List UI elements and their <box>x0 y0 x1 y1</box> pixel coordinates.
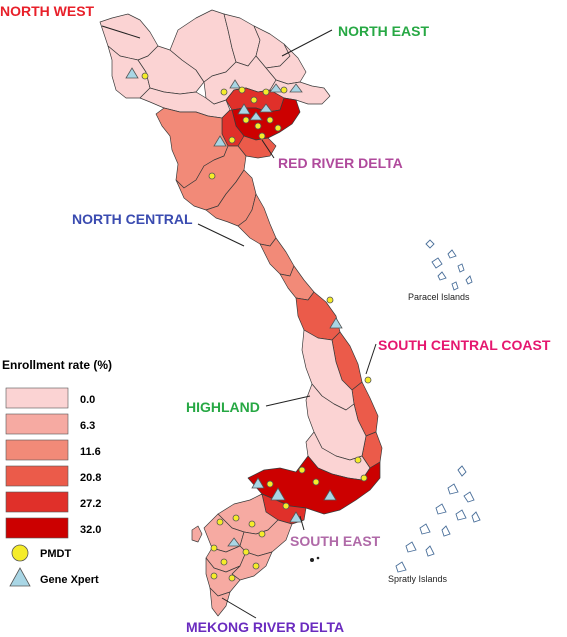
region-label-red-river-delta: RED RIVER DELTA <box>278 155 403 171</box>
legend-title: Enrollment rate (%) <box>2 358 112 372</box>
yellow-circle-icon <box>11 544 29 562</box>
region-label-south-central-coast: SOUTH CENTRAL COAST <box>378 337 551 353</box>
legend-label-5: 32.0 <box>80 524 101 536</box>
province-mekong-7 <box>209 587 231 617</box>
legend: Enrollment rate (%) 0.0 6.3 11.6 20.8 27… <box>2 358 112 587</box>
legend-swatch-3 <box>5 465 69 487</box>
legend-label-genexpert: Gene Xpert <box>40 574 99 586</box>
blue-triangle-icon <box>9 567 31 587</box>
legend-label-1: 6.3 <box>80 420 95 432</box>
leader-lines <box>101 25 377 619</box>
spratly-islands-outlines <box>395 465 481 573</box>
legend-label-2: 11.6 <box>80 446 101 458</box>
legend-label-3: 20.8 <box>80 472 101 484</box>
pmdt-markers <box>141 72 372 582</box>
province-mekong-6 <box>205 557 241 597</box>
legend-swatch-4 <box>5 491 69 513</box>
region-label-highland: HIGHLAND <box>186 399 260 415</box>
legend-swatch-1 <box>5 413 69 435</box>
paracel-islands-outlines <box>425 239 473 291</box>
region-label-north-east: NORTH EAST <box>338 23 429 39</box>
region-label-mekong-river-delta: MEKONG RIVER DELTA <box>186 619 344 635</box>
province-north-central-4 <box>237 193 277 247</box>
phu-quoc-island <box>191 525 203 543</box>
legend-label-pmdt: PMDT <box>40 548 71 560</box>
region-label-north-west: NORTH WEST <box>0 3 95 19</box>
legend-label-0: 0.0 <box>80 394 95 406</box>
paracel-islands-label: Paracel Islands <box>408 292 470 302</box>
region-label-north-central: NORTH CENTRAL <box>72 211 193 227</box>
con-dao-islands <box>310 556 320 562</box>
genexpert-markers <box>125 67 343 547</box>
legend-swatch-2 <box>5 439 69 461</box>
region-label-south-east: SOUTH EAST <box>290 533 381 549</box>
legend-swatch-5 <box>5 517 69 539</box>
legend-swatch-0 <box>5 387 69 409</box>
province-south-central-1 <box>295 291 341 341</box>
spratly-islands-label: Spratly Islands <box>388 574 448 584</box>
legend-label-4: 27.2 <box>80 498 101 510</box>
province-north-west-1 <box>99 13 159 61</box>
